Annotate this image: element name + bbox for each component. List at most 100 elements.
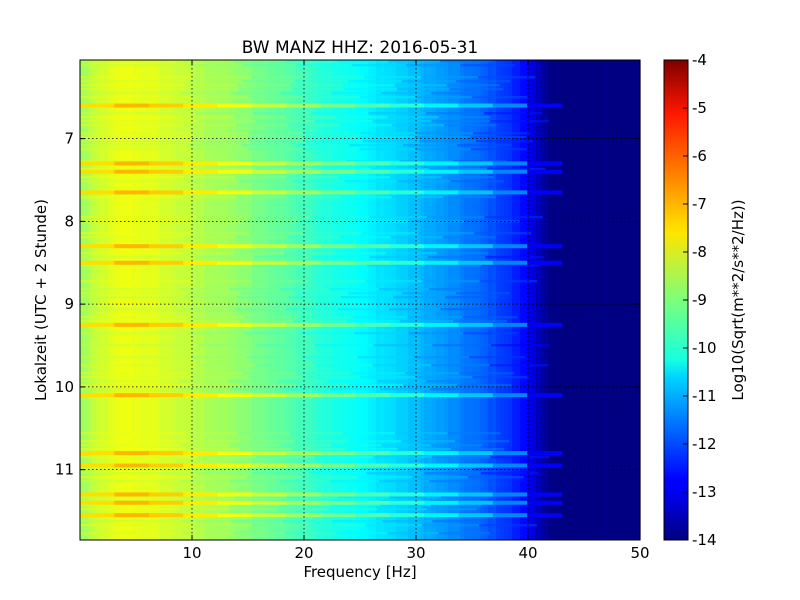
heatmap-row-texture bbox=[134, 64, 190, 67]
heatmap-row-texture bbox=[183, 124, 237, 127]
heatmap-row-texture bbox=[131, 176, 184, 179]
heatmap-row-texture bbox=[456, 144, 512, 147]
heatmap-row-texture bbox=[341, 84, 395, 87]
heatmap-column bbox=[244, 60, 249, 540]
heatmap-row-texture bbox=[80, 264, 139, 267]
chart-title: BW MANZ HHZ: 2016-05-31 bbox=[242, 38, 478, 58]
heatmap-bright-band bbox=[527, 451, 563, 456]
heatmap-row-texture bbox=[295, 384, 350, 387]
heatmap-bright-band bbox=[148, 500, 184, 505]
heatmap-row-texture bbox=[413, 356, 470, 359]
heatmap-row-texture bbox=[412, 476, 469, 479]
heatmap-column bbox=[360, 60, 365, 540]
heatmap-column bbox=[432, 60, 437, 540]
heatmap-bright-band bbox=[80, 500, 115, 505]
heatmap-bright-band bbox=[424, 393, 459, 398]
heatmap-row-texture bbox=[184, 84, 238, 87]
heatmap-row-texture bbox=[132, 84, 186, 87]
heatmap-row-texture bbox=[408, 332, 464, 335]
heatmap-column bbox=[296, 60, 301, 540]
x-tick-label: 10 bbox=[182, 544, 201, 562]
heatmap-row-texture bbox=[427, 256, 486, 259]
heatmap-row-texture bbox=[336, 116, 388, 119]
heatmap-column bbox=[152, 60, 157, 540]
heatmap-row-texture bbox=[452, 160, 507, 163]
heatmap-row-texture bbox=[284, 116, 337, 119]
heatmap-row-texture bbox=[490, 456, 550, 459]
heatmap-row-texture bbox=[241, 80, 296, 83]
heatmap-bright-band bbox=[114, 393, 150, 398]
heatmap-bright-band bbox=[114, 322, 150, 327]
heatmap-bright-band bbox=[458, 500, 494, 505]
heatmap-row-texture bbox=[256, 344, 316, 347]
heatmap-bright-band bbox=[286, 169, 322, 174]
heatmap-row-texture bbox=[455, 80, 511, 83]
heatmap-row-texture bbox=[327, 380, 378, 383]
heatmap-bright-band bbox=[527, 260, 563, 265]
heatmap-row-texture bbox=[370, 168, 430, 171]
x-axis-label: Frequency [Hz] bbox=[303, 563, 416, 581]
heatmap-row-texture bbox=[185, 88, 240, 91]
heatmap-row-texture bbox=[416, 468, 474, 471]
heatmap-row-texture bbox=[230, 92, 282, 95]
heatmap-bright-band bbox=[217, 103, 253, 108]
heatmap-row-texture bbox=[182, 60, 235, 63]
y-tick-label: 7 bbox=[64, 130, 74, 148]
heatmap-row-texture bbox=[80, 80, 135, 83]
heatmap-row-texture bbox=[447, 432, 501, 435]
heatmap-row-texture bbox=[353, 332, 410, 335]
heatmap-row-texture bbox=[80, 120, 140, 123]
heatmap-row-texture bbox=[187, 144, 243, 147]
heatmap-row-texture bbox=[304, 132, 362, 135]
heatmap-row-texture bbox=[233, 116, 286, 119]
heatmap-bright-band bbox=[252, 393, 287, 398]
heatmap-row-texture bbox=[309, 472, 367, 475]
heatmap-row-texture bbox=[248, 376, 305, 379]
heatmap-row-texture bbox=[308, 524, 366, 527]
heatmap-bright-band bbox=[217, 169, 253, 174]
heatmap-bright-band bbox=[458, 492, 494, 497]
heatmap-row-texture bbox=[80, 232, 137, 235]
heatmap-row-texture bbox=[80, 124, 133, 127]
heatmap-row-texture bbox=[471, 96, 529, 99]
heatmap-row-texture bbox=[136, 468, 193, 471]
heatmap-bright-band bbox=[424, 492, 459, 497]
heatmap-column bbox=[324, 60, 329, 540]
heatmap-row-texture bbox=[235, 124, 289, 127]
heatmap-row-texture bbox=[234, 496, 287, 499]
heatmap-row-texture bbox=[138, 168, 197, 171]
heatmap-bright-band bbox=[424, 190, 459, 195]
heatmap-row-texture bbox=[253, 256, 313, 259]
heatmap-row-texture bbox=[330, 388, 381, 391]
heatmap-column bbox=[252, 60, 257, 540]
heatmap-row-texture bbox=[137, 112, 196, 115]
heatmap-row-texture bbox=[349, 144, 404, 147]
heatmap-row-texture bbox=[232, 252, 285, 255]
heatmap-row-texture bbox=[234, 176, 288, 179]
heatmap-row-texture bbox=[422, 280, 481, 283]
heatmap-row-texture bbox=[443, 196, 496, 199]
heatmap-row-texture bbox=[187, 384, 243, 387]
heatmap-row-texture bbox=[357, 356, 414, 359]
heatmap-column bbox=[204, 60, 209, 540]
heatmap-bright-band bbox=[424, 513, 459, 518]
heatmap-row-texture bbox=[183, 196, 237, 199]
heatmap-bright-band bbox=[389, 393, 425, 398]
heatmap-row-texture bbox=[377, 508, 428, 511]
heatmap-row-texture bbox=[349, 384, 404, 387]
heatmap-row-texture bbox=[248, 232, 306, 235]
heatmap-bright-band bbox=[252, 322, 287, 327]
heatmap-row-texture bbox=[255, 364, 315, 367]
heatmap-row-texture bbox=[80, 116, 132, 119]
heatmap-bright-band bbox=[492, 513, 528, 518]
heatmap-row-texture bbox=[415, 148, 472, 151]
heatmap-row-texture bbox=[129, 480, 181, 483]
heatmap-row-texture bbox=[367, 264, 426, 267]
heatmap-row-texture bbox=[469, 136, 527, 139]
heatmap-row-texture bbox=[235, 236, 288, 239]
heatmap-row-texture bbox=[137, 256, 197, 259]
heatmap-column bbox=[560, 60, 565, 540]
heatmap-column bbox=[320, 60, 325, 540]
heatmap-column bbox=[392, 60, 397, 540]
